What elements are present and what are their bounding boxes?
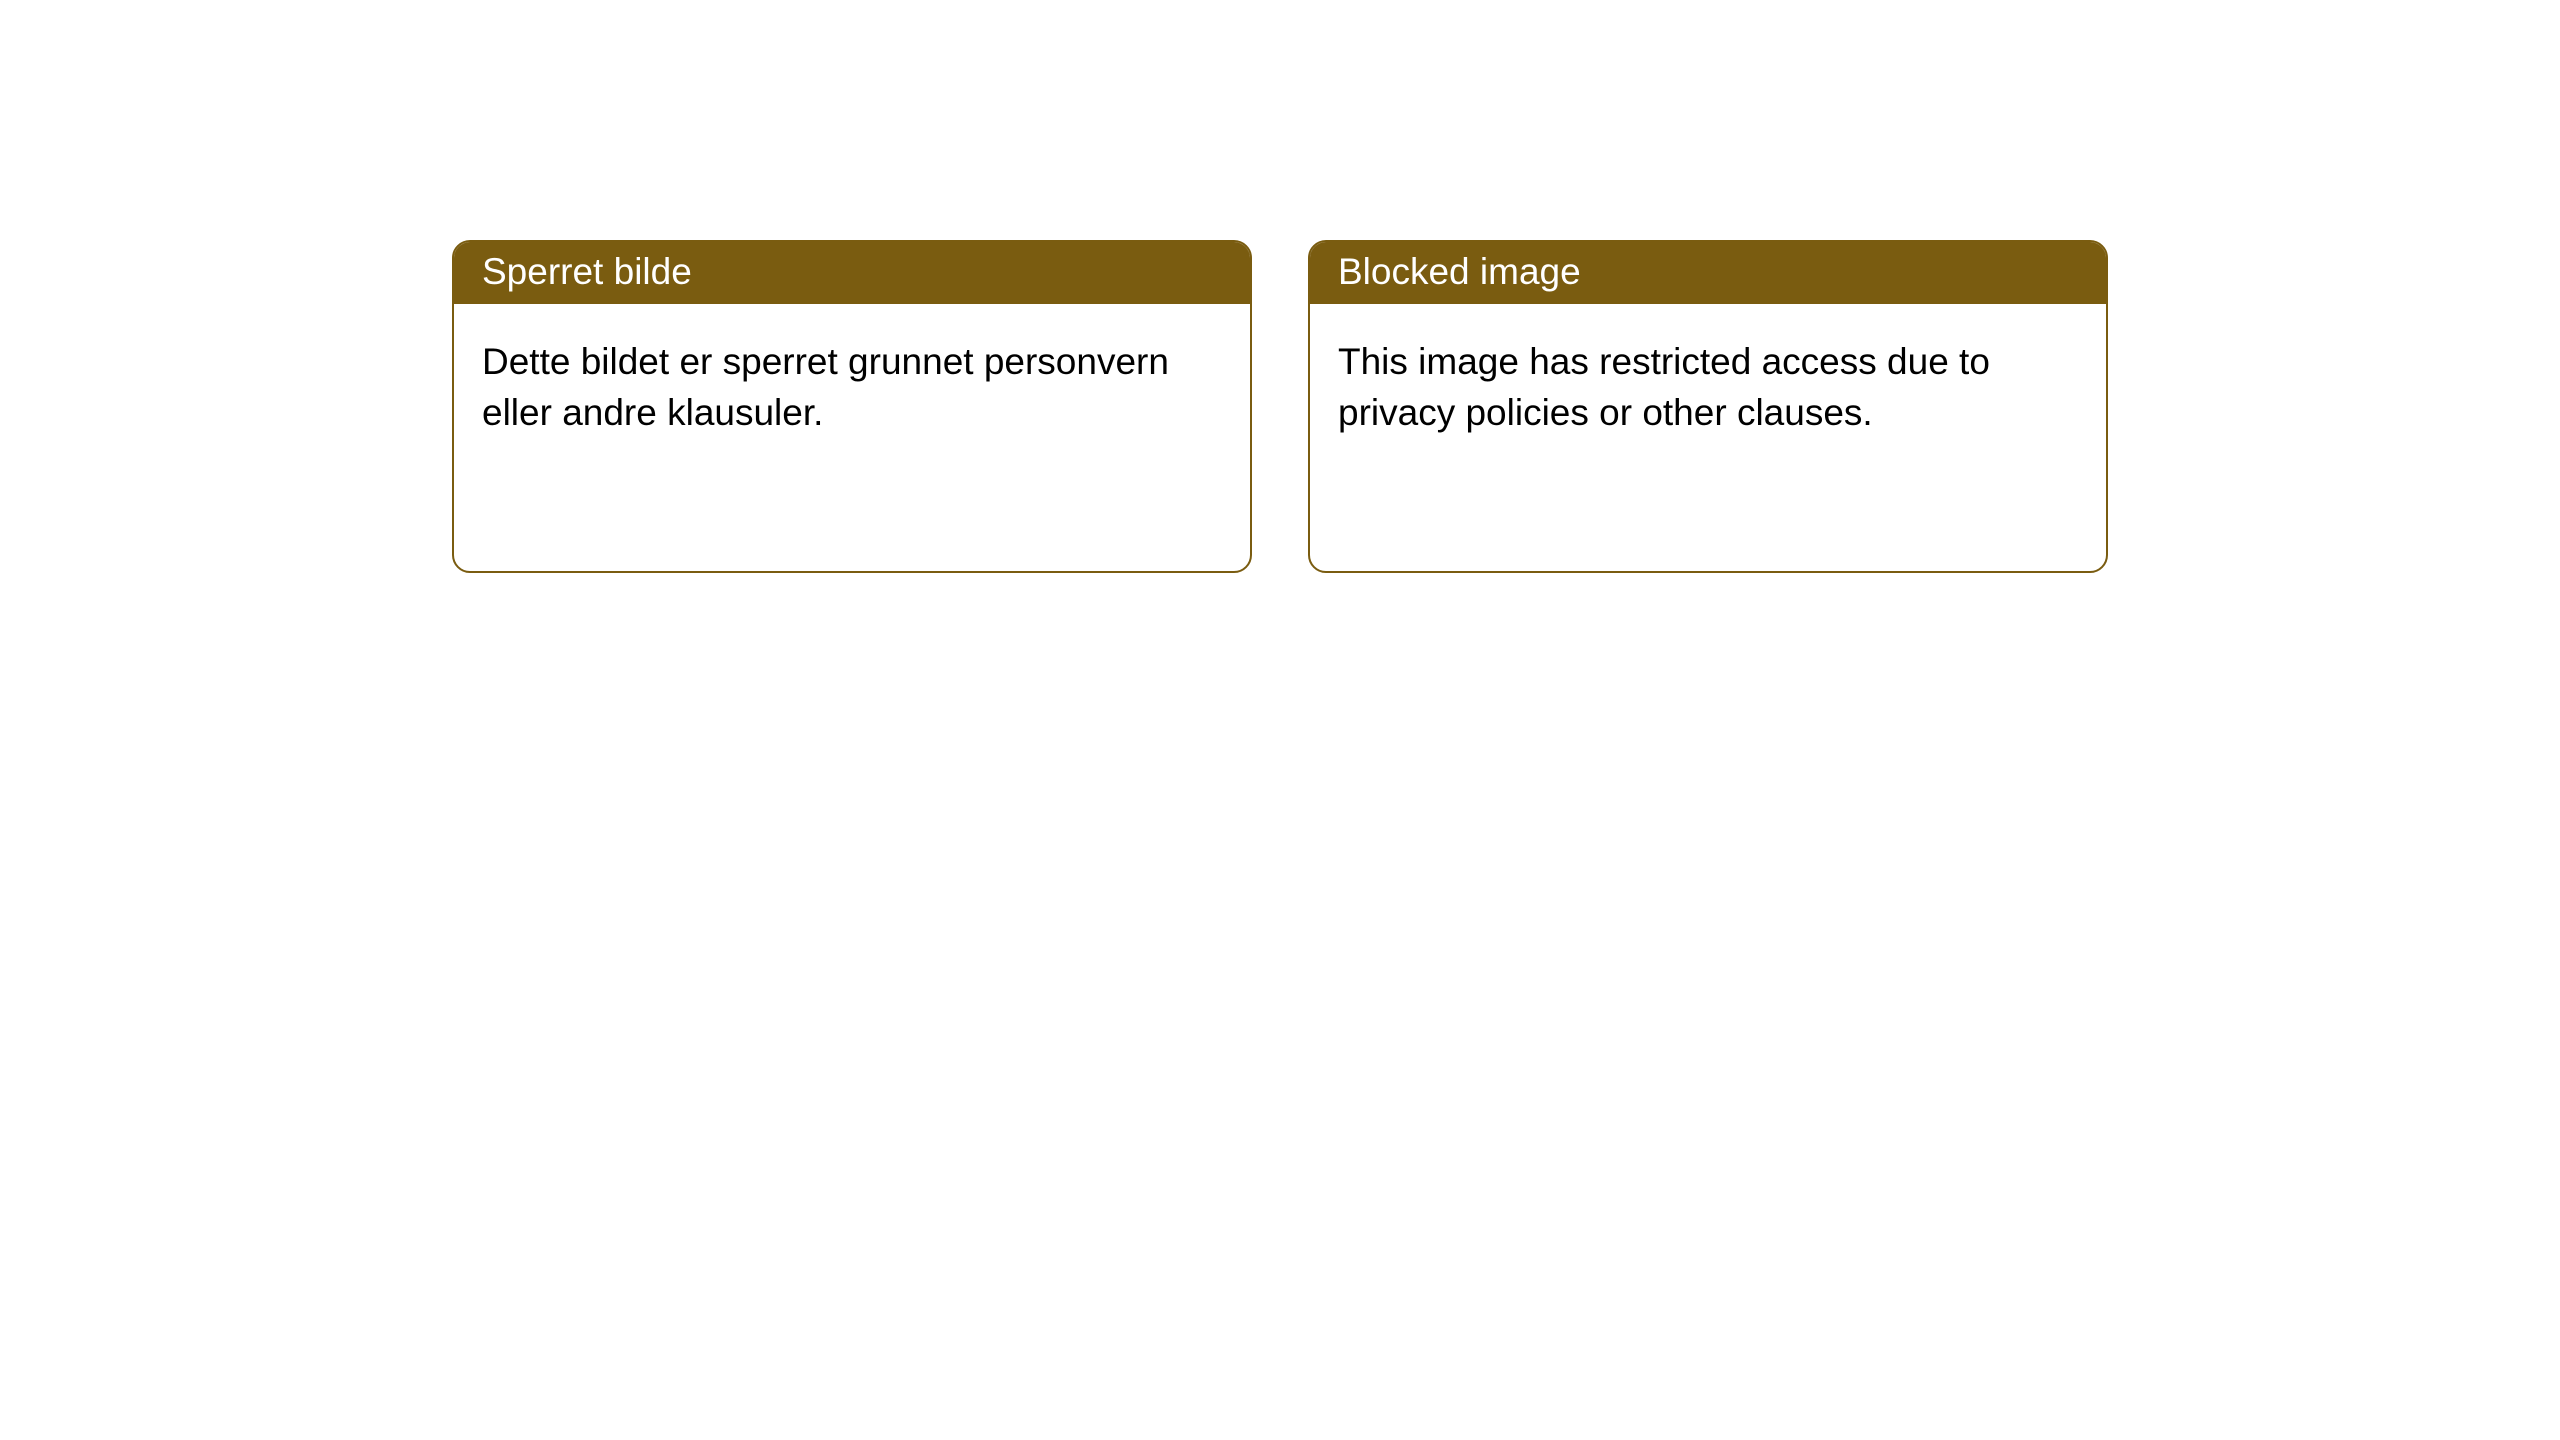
notice-card-english: Blocked image This image has restricted … <box>1308 240 2108 573</box>
notice-card-norwegian: Sperret bilde Dette bildet er sperret gr… <box>452 240 1252 573</box>
card-header: Blocked image <box>1310 242 2106 304</box>
card-body-text: Dette bildet er sperret grunnet personve… <box>482 341 1169 433</box>
card-header: Sperret bilde <box>454 242 1250 304</box>
card-title: Sperret bilde <box>482 251 692 292</box>
card-body: This image has restricted access due to … <box>1310 304 2106 470</box>
notice-container: Sperret bilde Dette bildet er sperret gr… <box>0 0 2560 573</box>
card-title: Blocked image <box>1338 251 1581 292</box>
card-body: Dette bildet er sperret grunnet personve… <box>454 304 1250 470</box>
card-body-text: This image has restricted access due to … <box>1338 341 1990 433</box>
